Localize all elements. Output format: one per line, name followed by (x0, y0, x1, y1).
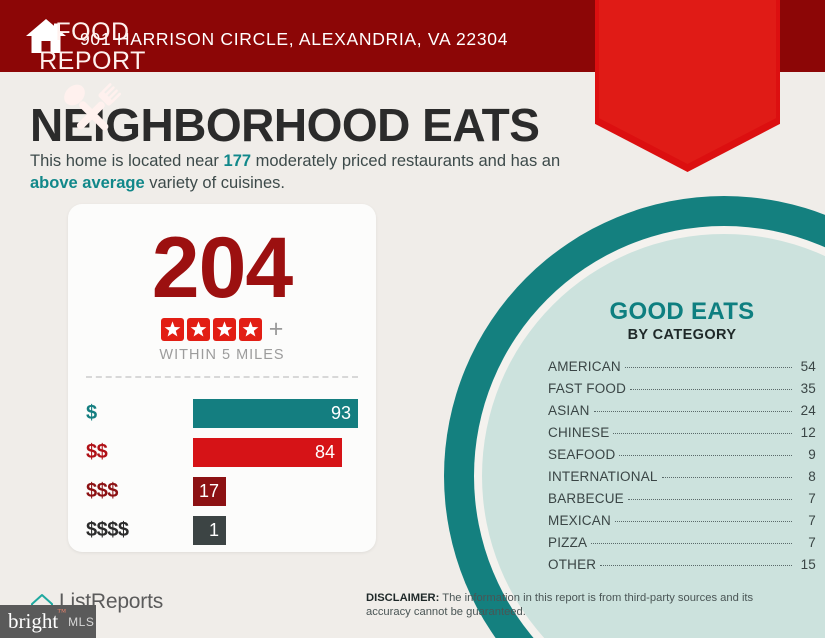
subtitle-text-3: variety of cuisines. (144, 174, 285, 192)
star-icon (212, 318, 236, 341)
subtitle-text-2: moderately priced restaurants and has an (251, 152, 561, 170)
category-row: ASIAN 24 (548, 403, 816, 425)
price-level-row: $$$$ 1 (68, 511, 376, 550)
category-count: 8 (808, 469, 816, 484)
star-icon (186, 318, 210, 341)
good-eats-panel: GOOD EATS BY CATEGORY AMERICAN 54 FAST FOO… (548, 298, 816, 579)
price-level-value: 84 (314, 442, 335, 462)
price-level-label: $$$$ (86, 519, 129, 541)
price-level-row: $93 (68, 394, 376, 433)
price-level-bar: 84 (193, 438, 342, 467)
category-name: MEXICAN (548, 513, 611, 528)
mls-text: MLS (68, 614, 95, 629)
star-icon (160, 318, 184, 341)
house-icon (26, 19, 66, 53)
bright-mls-badge: bright ™ MLS (0, 605, 96, 638)
category-leader-dots (661, 477, 792, 478)
page-subtitle: This home is located near 177 moderately… (30, 150, 590, 194)
star-rating: + (68, 315, 376, 343)
price-level-label: $ (86, 402, 97, 424)
star-icon (238, 318, 262, 341)
category-leader-dots (614, 521, 792, 522)
category-name: AMERICAN (548, 359, 621, 374)
category-row: PIZZA 7 (548, 535, 816, 557)
good-eats-title: GOOD EATS (609, 298, 755, 325)
category-count: 24 (800, 403, 816, 418)
category-leader-dots (624, 367, 792, 368)
category-count: 7 (808, 535, 816, 550)
category-count: 7 (808, 491, 816, 506)
subtitle-count-highlight: 177 (223, 152, 252, 170)
food-report-badge (595, 0, 780, 172)
page-title: NEIGHBORHOOD EATS (30, 99, 540, 151)
disclaimer-label: DISCLAIMER: (366, 592, 440, 604)
category-row: OTHER 15 (548, 557, 816, 579)
category-leader-dots (627, 499, 792, 500)
property-address: 901 HARRISON CIRCLE, ALEXANDRIA, VA 2230… (80, 29, 509, 49)
disclaimer-text: The information in this report is from t… (366, 592, 754, 618)
badge-line-2: REPORT (39, 47, 146, 75)
price-level-bar: 1 (193, 516, 226, 545)
food-report-badge-inner (599, 0, 776, 164)
price-level-value: 93 (330, 403, 351, 423)
price-level-row: $$ 84 (68, 433, 376, 472)
disclaimer: DISCLAIMER: The information in this repo… (366, 591, 786, 619)
category-row: AMERICAN 54 (548, 359, 816, 381)
bright-text: bright (8, 609, 59, 633)
category-name: CHINESE (548, 425, 610, 440)
restaurant-count: 204 (151, 220, 294, 316)
food-report-badge-title: FOOD REPORT (0, 18, 185, 76)
category-row: INTERNATIONAL 8 (548, 469, 816, 491)
category-row: CHINESE 12 (548, 425, 816, 447)
category-leader-dots (593, 411, 792, 412)
good-eats-subtitle: BY CATEGORY (627, 327, 737, 343)
category-count: 15 (800, 557, 816, 572)
within-miles-label: WITHIN 5 MILES (159, 347, 285, 363)
category-name: ASIAN (548, 403, 590, 418)
category-row: BARBECUE 7 (548, 491, 816, 513)
category-name: SEAFOOD (548, 447, 616, 462)
category-leader-dots (619, 455, 792, 456)
category-list: AMERICAN 54 FAST FOOD 35 ASIAN 24 CHINESE 12 SEA… (548, 359, 816, 579)
badge-line-1: FOOD (55, 18, 130, 46)
price-level-label: $$ (86, 441, 108, 463)
trademark-symbol: ™ (57, 607, 67, 617)
stats-card: 204 + WITHIN 5 MILES $93 $$ 84 $$$ 17 $$$$ 1 (68, 204, 376, 552)
price-level-value: 1 (208, 520, 219, 540)
category-name: INTERNATIONAL (548, 469, 658, 484)
category-row: MEXICAN 7 (548, 513, 816, 535)
rating-plus: + (268, 315, 284, 343)
category-count: 35 (800, 381, 816, 396)
category-name: BARBECUE (548, 491, 624, 506)
price-level-value: 17 (198, 481, 219, 501)
category-leader-dots (591, 543, 792, 544)
category-row: SEAFOOD 9 (548, 447, 816, 469)
subtitle-text-1: This home is located near (30, 152, 224, 170)
price-level-bar: 17 (193, 477, 226, 506)
category-name: PIZZA (548, 535, 588, 550)
spoon-fork-icon (64, 83, 122, 131)
category-count: 7 (808, 513, 816, 528)
category-leader-dots (613, 433, 792, 434)
card-divider (86, 376, 358, 378)
price-level-row: $$$ 17 (68, 472, 376, 511)
price-level-bar-chart: $93 $$ 84 $$$ 17 $$$$ 1 (68, 394, 376, 550)
category-count: 9 (808, 447, 816, 462)
category-count: 12 (800, 425, 816, 440)
category-row: FAST FOOD 35 (548, 381, 816, 403)
category-leader-dots (630, 389, 792, 390)
price-level-bar: 93 (193, 399, 358, 428)
category-count: 54 (800, 359, 816, 374)
category-name: OTHER (548, 557, 597, 572)
category-name: FAST FOOD (548, 381, 627, 396)
bright-wordmark: bright ™ (8, 607, 66, 634)
category-leader-dots (600, 565, 792, 566)
price-level-label: $$$ (86, 480, 118, 502)
subtitle-variety-highlight: above average (30, 174, 145, 192)
